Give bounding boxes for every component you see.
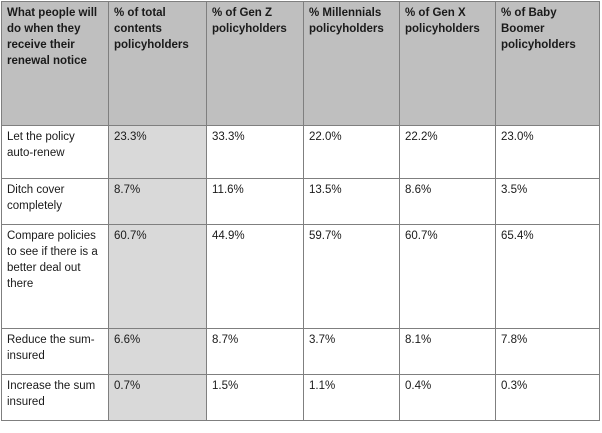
header-cell-gen-x: % of Gen X policyholders [399, 1, 496, 126]
cell-millennials: 3.7% [303, 328, 400, 375]
table-row: Increase the sum insured 0.7% 1.5% 1.1% … [1, 374, 600, 421]
cell-baby-boomer: 7.8% [495, 328, 600, 375]
cell-gen-z: 33.3% [206, 125, 304, 179]
cell-gen-z: 11.6% [206, 178, 304, 225]
header-cell-gen-z: % of Gen Z policyholders [206, 1, 304, 126]
table-row: Compare policies to see if there is a be… [1, 224, 600, 329]
row-label: Ditch cover completely [1, 178, 109, 225]
cell-millennials: 13.5% [303, 178, 400, 225]
survey-table-container: What people will do when they receive th… [1, 1, 600, 421]
cell-gen-x: 22.2% [399, 125, 496, 179]
cell-gen-x: 8.1% [399, 328, 496, 375]
renewal-behaviour-table: What people will do when they receive th… [1, 1, 600, 421]
header-cell-total: % of total contents policyholders [108, 1, 207, 126]
cell-gen-z: 8.7% [206, 328, 304, 375]
row-label: Compare policies to see if there is a be… [1, 224, 109, 329]
cell-baby-boomer: 23.0% [495, 125, 600, 179]
cell-gen-z: 1.5% [206, 374, 304, 421]
cell-gen-z: 44.9% [206, 224, 304, 329]
cell-baby-boomer: 65.4% [495, 224, 600, 329]
header-cell-behaviour: What people will do when they receive th… [1, 1, 109, 126]
table-row: Ditch cover completely 8.7% 11.6% 13.5% … [1, 178, 600, 225]
cell-baby-boomer: 3.5% [495, 178, 600, 225]
cell-baby-boomer: 0.3% [495, 374, 600, 421]
cell-total: 23.3% [108, 125, 207, 179]
cell-total: 8.7% [108, 178, 207, 225]
header-row: What people will do when they receive th… [1, 1, 600, 126]
cell-gen-x: 8.6% [399, 178, 496, 225]
cell-millennials: 22.0% [303, 125, 400, 179]
cell-total: 6.6% [108, 328, 207, 375]
cell-total: 60.7% [108, 224, 207, 329]
cell-millennials: 59.7% [303, 224, 400, 329]
row-label: Let the policy auto-renew [1, 125, 109, 179]
table-row: Reduce the sum-insured 6.6% 8.7% 3.7% 8.… [1, 328, 600, 375]
row-label: Increase the sum insured [1, 374, 109, 421]
table-row: Let the policy auto-renew 23.3% 33.3% 22… [1, 125, 600, 179]
cell-millennials: 1.1% [303, 374, 400, 421]
cell-gen-x: 0.4% [399, 374, 496, 421]
row-label: Reduce the sum-insured [1, 328, 109, 375]
cell-total: 0.7% [108, 374, 207, 421]
header-cell-millennials: % Millennials policyholders [303, 1, 400, 126]
header-cell-baby-boomer: % of Baby Boomer policyholders [495, 1, 600, 126]
cell-gen-x: 60.7% [399, 224, 496, 329]
